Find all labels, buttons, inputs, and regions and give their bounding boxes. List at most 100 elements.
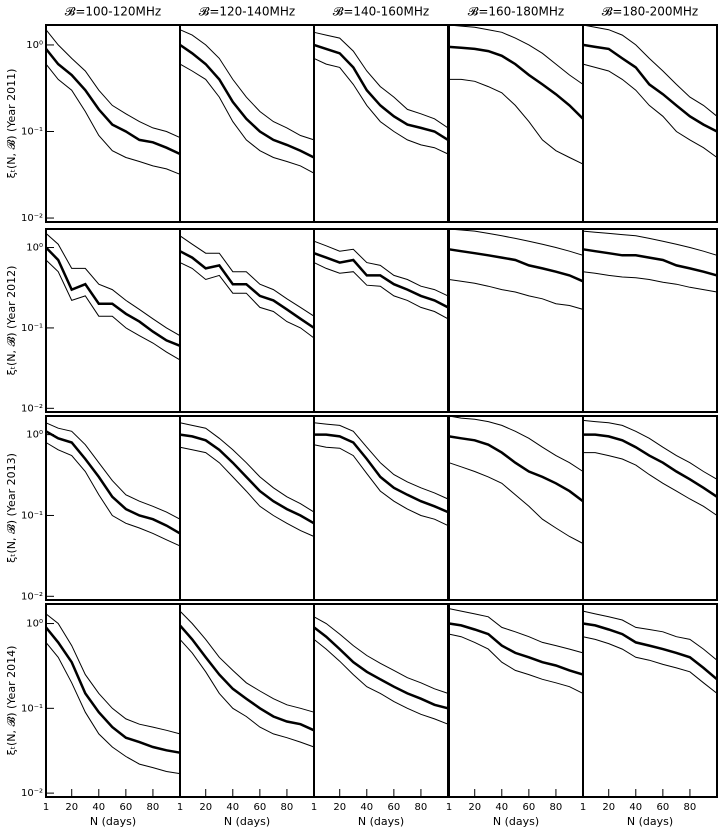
series-line [179, 235, 315, 317]
series-line [179, 446, 315, 537]
y-tick-label: 10⁻¹ [21, 126, 43, 137]
series-line [448, 633, 584, 694]
series-line [582, 636, 718, 694]
series-line [449, 78, 584, 165]
series-line [448, 45, 584, 120]
series-line [313, 639, 449, 725]
y-axis-label: ξₜ(N, 𝓑) (Year 2014) [5, 646, 18, 756]
x-tick-label: 40 [495, 802, 508, 813]
x-tick-label: 20 [333, 802, 346, 813]
series-line [45, 642, 181, 775]
panel-frame [45, 24, 181, 223]
y-tick-label: 10⁰ [26, 243, 43, 254]
y-tick-label: 10⁻² [21, 591, 43, 602]
y-tick-label: 10⁻² [21, 213, 43, 224]
series-line [582, 622, 718, 681]
y-tick-label: 10⁰ [26, 619, 43, 630]
panel-frame [582, 24, 718, 223]
panel-frame [448, 228, 584, 413]
series-line [313, 616, 449, 694]
column-title: 𝓑=100-120MHz [65, 5, 161, 19]
series-line [582, 248, 718, 277]
series-line [179, 29, 315, 141]
series-line [179, 610, 315, 713]
series-line [582, 230, 718, 256]
series-line [313, 240, 449, 297]
x-tick-label: 40 [226, 802, 239, 813]
series-line [179, 639, 315, 748]
series-line [582, 271, 718, 293]
column-title: 𝓑=120-140MHz [199, 5, 295, 19]
x-tick-label: 60 [522, 802, 535, 813]
x-tick-label: 20 [602, 802, 615, 813]
series-line [582, 24, 718, 117]
panel-frame [179, 228, 315, 413]
series-line [45, 626, 181, 754]
x-tick-label: 1 [43, 802, 49, 813]
panel-frame [179, 24, 315, 223]
series-line [448, 24, 584, 85]
series-line [179, 422, 315, 513]
x-tick-label: 60 [387, 802, 400, 813]
panel-frame [179, 415, 315, 601]
x-tick-label: 80 [415, 802, 428, 813]
series-line [179, 250, 315, 329]
series-line [45, 613, 181, 735]
panel-frame [448, 24, 584, 223]
y-tick-label: 10⁻¹ [21, 323, 43, 334]
panel-frame [582, 415, 718, 601]
x-tick-label: 1 [177, 802, 183, 813]
series-line [313, 57, 449, 155]
panel-frame [582, 228, 718, 413]
x-axis-label: N (days) [627, 815, 673, 828]
series-line [179, 624, 315, 732]
series-line [448, 279, 584, 310]
x-tick-label: 80 [550, 802, 563, 813]
series-line [45, 63, 181, 175]
panel-frame [313, 228, 449, 413]
x-tick-label: 80 [281, 802, 294, 813]
x-tick-label: 1 [311, 802, 317, 813]
panel-frame [582, 603, 718, 798]
x-axis-label: N (days) [90, 815, 136, 828]
series-line [179, 262, 315, 339]
series-line [45, 48, 181, 156]
x-axis-label: N (days) [493, 815, 539, 828]
series-line [179, 433, 315, 525]
y-tick-label: 10⁻² [21, 788, 43, 799]
series-line [45, 29, 181, 139]
series-line [45, 233, 181, 337]
y-tick-label: 10⁰ [26, 430, 43, 441]
series-line [448, 435, 584, 503]
series-line [582, 43, 718, 133]
panel-frame [448, 603, 584, 798]
x-axis-label: N (days) [224, 815, 270, 828]
series-line [313, 262, 449, 320]
x-tick-label: 80 [684, 802, 697, 813]
series-line [582, 419, 718, 480]
x-tick-label: 60 [119, 802, 132, 813]
x-tick-label: 60 [656, 802, 669, 813]
x-tick-label: 1 [580, 802, 586, 813]
series-line [582, 63, 718, 158]
x-tick-label: 40 [629, 802, 642, 813]
series-line [583, 452, 718, 516]
y-axis-label: ξₜ(N, 𝓑) (Year 2011) [5, 69, 18, 179]
series-line [448, 248, 584, 283]
series-line [45, 259, 181, 361]
x-tick-label: 1 [446, 802, 452, 813]
series-line [448, 608, 584, 654]
series-line [45, 422, 181, 520]
panel-frame [45, 415, 181, 601]
series-line [448, 415, 584, 472]
series-line [582, 610, 718, 661]
y-tick-label: 10⁰ [26, 40, 43, 51]
x-tick-label: 40 [360, 802, 373, 813]
y-tick-label: 10⁻¹ [21, 703, 43, 714]
column-title: 𝓑=180-200MHz [602, 5, 698, 19]
y-axis-label: ξₜ(N, 𝓑) (Year 2012) [5, 266, 18, 376]
series-line [448, 622, 584, 676]
column-title: 𝓑=160-180MHz [468, 5, 564, 19]
